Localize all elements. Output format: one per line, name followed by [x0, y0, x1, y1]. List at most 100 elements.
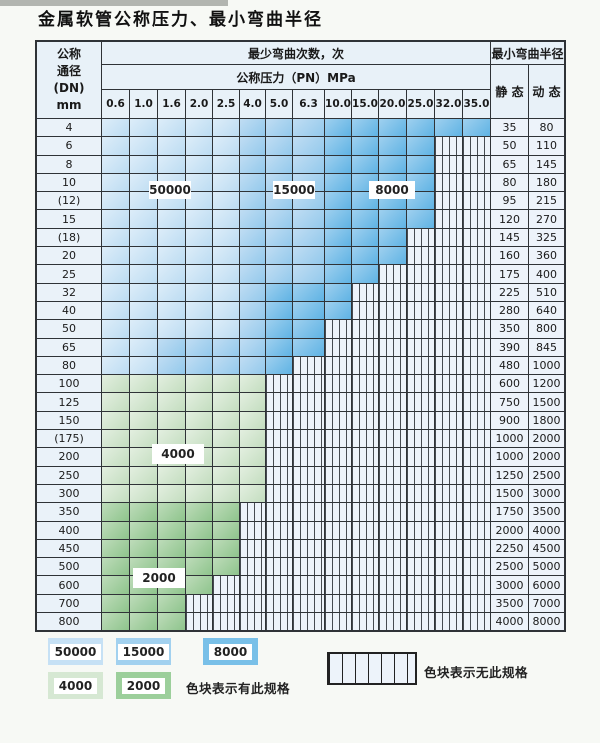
dn-cell: 450 [37, 539, 101, 558]
spec-cell-none [407, 613, 434, 631]
spec-cell-none [379, 265, 406, 283]
spec-cell-M [240, 228, 265, 247]
spec-cell-none [325, 613, 351, 631]
spec-cell-none [435, 338, 462, 356]
dynamic-radius-cell: 5000 [529, 558, 564, 576]
spec-cell-none [293, 466, 324, 484]
dynamic-radius-cell: 180 [529, 173, 564, 192]
spec-cell-none [379, 558, 406, 576]
spec-cell-none [379, 411, 406, 430]
spec-cell-L [130, 338, 157, 356]
spec-cell-D [266, 301, 292, 320]
spec-cell-none [379, 576, 406, 594]
spec-cell-G4 [102, 411, 129, 430]
spec-cell-L [102, 320, 129, 338]
spec-cell-none [325, 521, 351, 539]
spec-cell-none [352, 594, 378, 613]
spec-cell-none [407, 484, 434, 503]
spec-cell-D [266, 320, 292, 338]
spec-cell-none [325, 503, 351, 521]
spec-cell-none [435, 228, 462, 247]
spec-cell-G4 [240, 448, 265, 466]
spec-cell-G4 [240, 484, 265, 503]
spec-cell-none [379, 375, 406, 393]
header-pressure-value: 6.3 [293, 90, 324, 118]
static-radius-cell: 2250 [491, 539, 528, 558]
spec-cell-D [325, 265, 351, 283]
spec-cell-L [130, 210, 157, 228]
spec-cell-M [240, 356, 265, 375]
spec-cell-none [293, 576, 324, 594]
spec-cell-none [352, 503, 378, 521]
spec-cell-D [352, 210, 378, 228]
spec-cell-L [158, 320, 185, 338]
spec-cell-M [266, 228, 292, 247]
spec-cell-none [463, 265, 490, 283]
spec-cell-none [407, 338, 434, 356]
dn-cell: 6 [37, 137, 101, 155]
header-pressure-value: 32.0 [435, 90, 462, 118]
legend-label-50000: 50000 [49, 643, 102, 660]
spec-cell-none [266, 393, 292, 411]
spec-cell-none [435, 192, 462, 210]
spec-cell-D [379, 155, 406, 173]
spec-cell-L [158, 155, 185, 173]
spec-cell-D [352, 137, 378, 155]
spec-cell-L [213, 210, 239, 228]
spec-cell-G2 [186, 503, 212, 521]
legend-no-spec-text: 色块表示无此规格 [424, 665, 529, 680]
header-bend-cycles: 最少弯曲次数，次 [102, 42, 490, 64]
spec-cell-M [240, 173, 265, 192]
spec-cell-M [213, 356, 239, 375]
spec-cell-none [352, 411, 378, 430]
spec-cell-G4 [213, 393, 239, 411]
legend-label-4000: 4000 [53, 677, 98, 694]
spec-cell-none [325, 539, 351, 558]
spec-cell-M [240, 119, 265, 137]
dynamic-radius-cell: 3500 [529, 503, 564, 521]
spec-cell-none [293, 613, 324, 631]
spec-cell-none [463, 576, 490, 594]
spec-cell-none [266, 411, 292, 430]
spec-cell-G4 [158, 411, 185, 430]
spec-cell-L [213, 137, 239, 155]
legend-has-spec-text: 色块表示有此规格 [186, 681, 291, 696]
spec-cell-L [213, 265, 239, 283]
dn-cell: 15 [37, 210, 101, 228]
spec-cell-none [379, 356, 406, 375]
static-radius-cell: 4000 [491, 613, 528, 631]
spec-cell-none [325, 393, 351, 411]
dynamic-radius-cell: 215 [529, 192, 564, 210]
dynamic-radius-cell: 1200 [529, 375, 564, 393]
spec-cell-none [325, 576, 351, 594]
dn-cell: 350 [37, 503, 101, 521]
band-label-50000: 50000 [149, 181, 191, 199]
spec-cell-none [435, 265, 462, 283]
spec-cell-L [213, 320, 239, 338]
header-pressure-value: 2.5 [213, 90, 239, 118]
spec-cell-M [293, 265, 324, 283]
spec-table: 公称 通径 (DN) mm 最少弯曲次数，次 最小弯曲半径 公称压力（PN）MP… [35, 40, 566, 633]
dynamic-radius-cell: 800 [529, 320, 564, 338]
legend-label-8000: 8000 [208, 643, 253, 660]
spec-cell-none [435, 320, 462, 338]
header-dn-line: 公称 [56, 47, 81, 61]
spec-cell-M [293, 247, 324, 265]
spec-cell-L [130, 119, 157, 137]
spec-cell-L [130, 356, 157, 375]
dynamic-radius-cell: 2000 [529, 448, 564, 466]
dn-cell: (175) [37, 430, 101, 448]
spec-cell-none [379, 613, 406, 631]
spec-cell-L [102, 301, 129, 320]
spec-cell-none [463, 539, 490, 558]
header-pressure-value: 25.0 [407, 90, 434, 118]
spec-cell-none [325, 558, 351, 576]
spec-cell-L [130, 137, 157, 155]
spec-cell-none [435, 576, 462, 594]
spec-cell-none [407, 576, 434, 594]
dn-cell: 10 [37, 173, 101, 192]
spec-cell-none [379, 503, 406, 521]
dynamic-radius-cell: 1000 [529, 356, 564, 375]
spec-cell-M [158, 338, 185, 356]
dynamic-radius-cell: 2000 [529, 430, 564, 448]
